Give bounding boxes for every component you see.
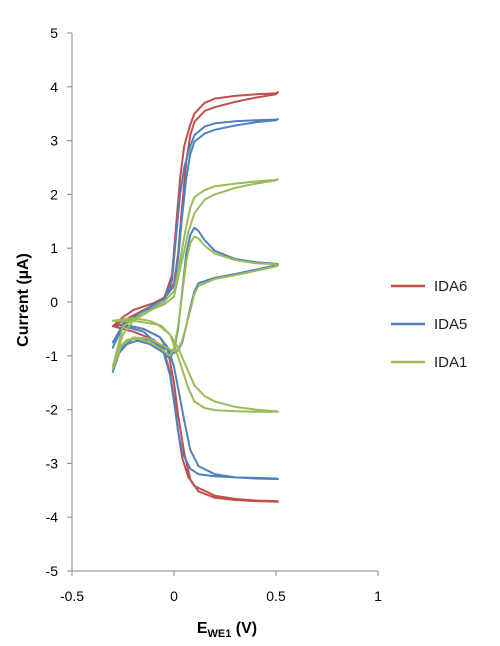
legend-label: IDA1 (434, 354, 467, 371)
y-tick-label: 1 (50, 240, 58, 256)
y-tick-label: 4 (50, 79, 58, 95)
y-tick-label: -2 (46, 402, 59, 418)
x-axis-title-unit: (V) (231, 620, 257, 637)
series-ida1 (111, 178, 279, 413)
x-tick-label: -0.5 (60, 588, 84, 604)
x-tick-label: 0 (170, 588, 178, 604)
y-axis-title: Current (µA) (15, 253, 32, 347)
y-tick-label: -4 (46, 509, 59, 525)
series-line (111, 323, 279, 480)
series-line (111, 118, 279, 349)
x-axis-title: EWE1 (V) (197, 620, 257, 640)
legend-label: IDA5 (434, 316, 467, 333)
y-ticks: 5 4 3 2 1 0 -1 -2 -3 -4 -5 (46, 25, 72, 579)
series-line (111, 226, 279, 373)
y-tick-label: -1 (46, 348, 59, 364)
y-tick-label: 5 (50, 25, 58, 41)
series-line (111, 178, 279, 368)
series-line (111, 235, 279, 371)
series-ida5 (111, 118, 279, 480)
y-tick-label: -3 (46, 455, 59, 471)
axes (71, 33, 378, 572)
x-ticks: -0.5 0 0.5 1 (60, 571, 382, 604)
x-axis-title-main: E (197, 620, 208, 637)
y-tick-label: 2 (50, 186, 58, 202)
legend-label: IDA6 (434, 278, 467, 295)
series-line (111, 317, 279, 413)
x-axis-title-subscript: WE1 (208, 628, 232, 640)
y-tick-label: 0 (50, 294, 58, 310)
series-layer (111, 91, 279, 503)
series-ida6 (111, 91, 279, 503)
series-line (111, 323, 279, 503)
y-tick-label: 3 (50, 133, 58, 149)
y-tick-label: -5 (46, 563, 59, 579)
x-tick-label: 1 (374, 588, 382, 604)
x-tick-label: 0.5 (266, 588, 286, 604)
legend: IDA6 IDA5 IDA1 (391, 278, 467, 371)
